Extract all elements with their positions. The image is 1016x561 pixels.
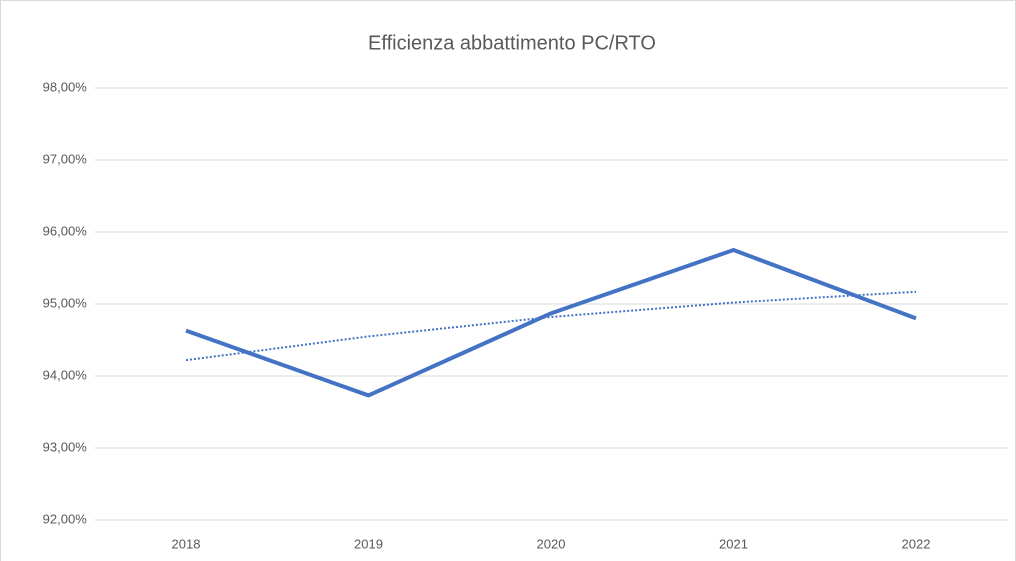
y-tick-label: 92,00% — [43, 511, 88, 526]
y-tick-label: 97,00% — [43, 151, 88, 166]
y-tick-label: 98,00% — [43, 79, 88, 94]
data-line — [185, 248, 917, 398]
y-tick-label: 94,00% — [43, 367, 88, 382]
chart-title: Efficienza abbattimento PC/RTO — [368, 32, 656, 54]
y-tick-label: 96,00% — [43, 223, 88, 238]
y-tick-label: 95,00% — [43, 295, 88, 310]
x-tick-label: 2022 — [902, 536, 931, 551]
x-tick-label: 2021 — [719, 536, 748, 551]
y-tick-label: 93,00% — [43, 439, 88, 454]
x-tick-label: 2019 — [354, 536, 383, 551]
x-tick-label: 2018 — [172, 536, 201, 551]
x-tick-label: 2020 — [537, 536, 566, 551]
